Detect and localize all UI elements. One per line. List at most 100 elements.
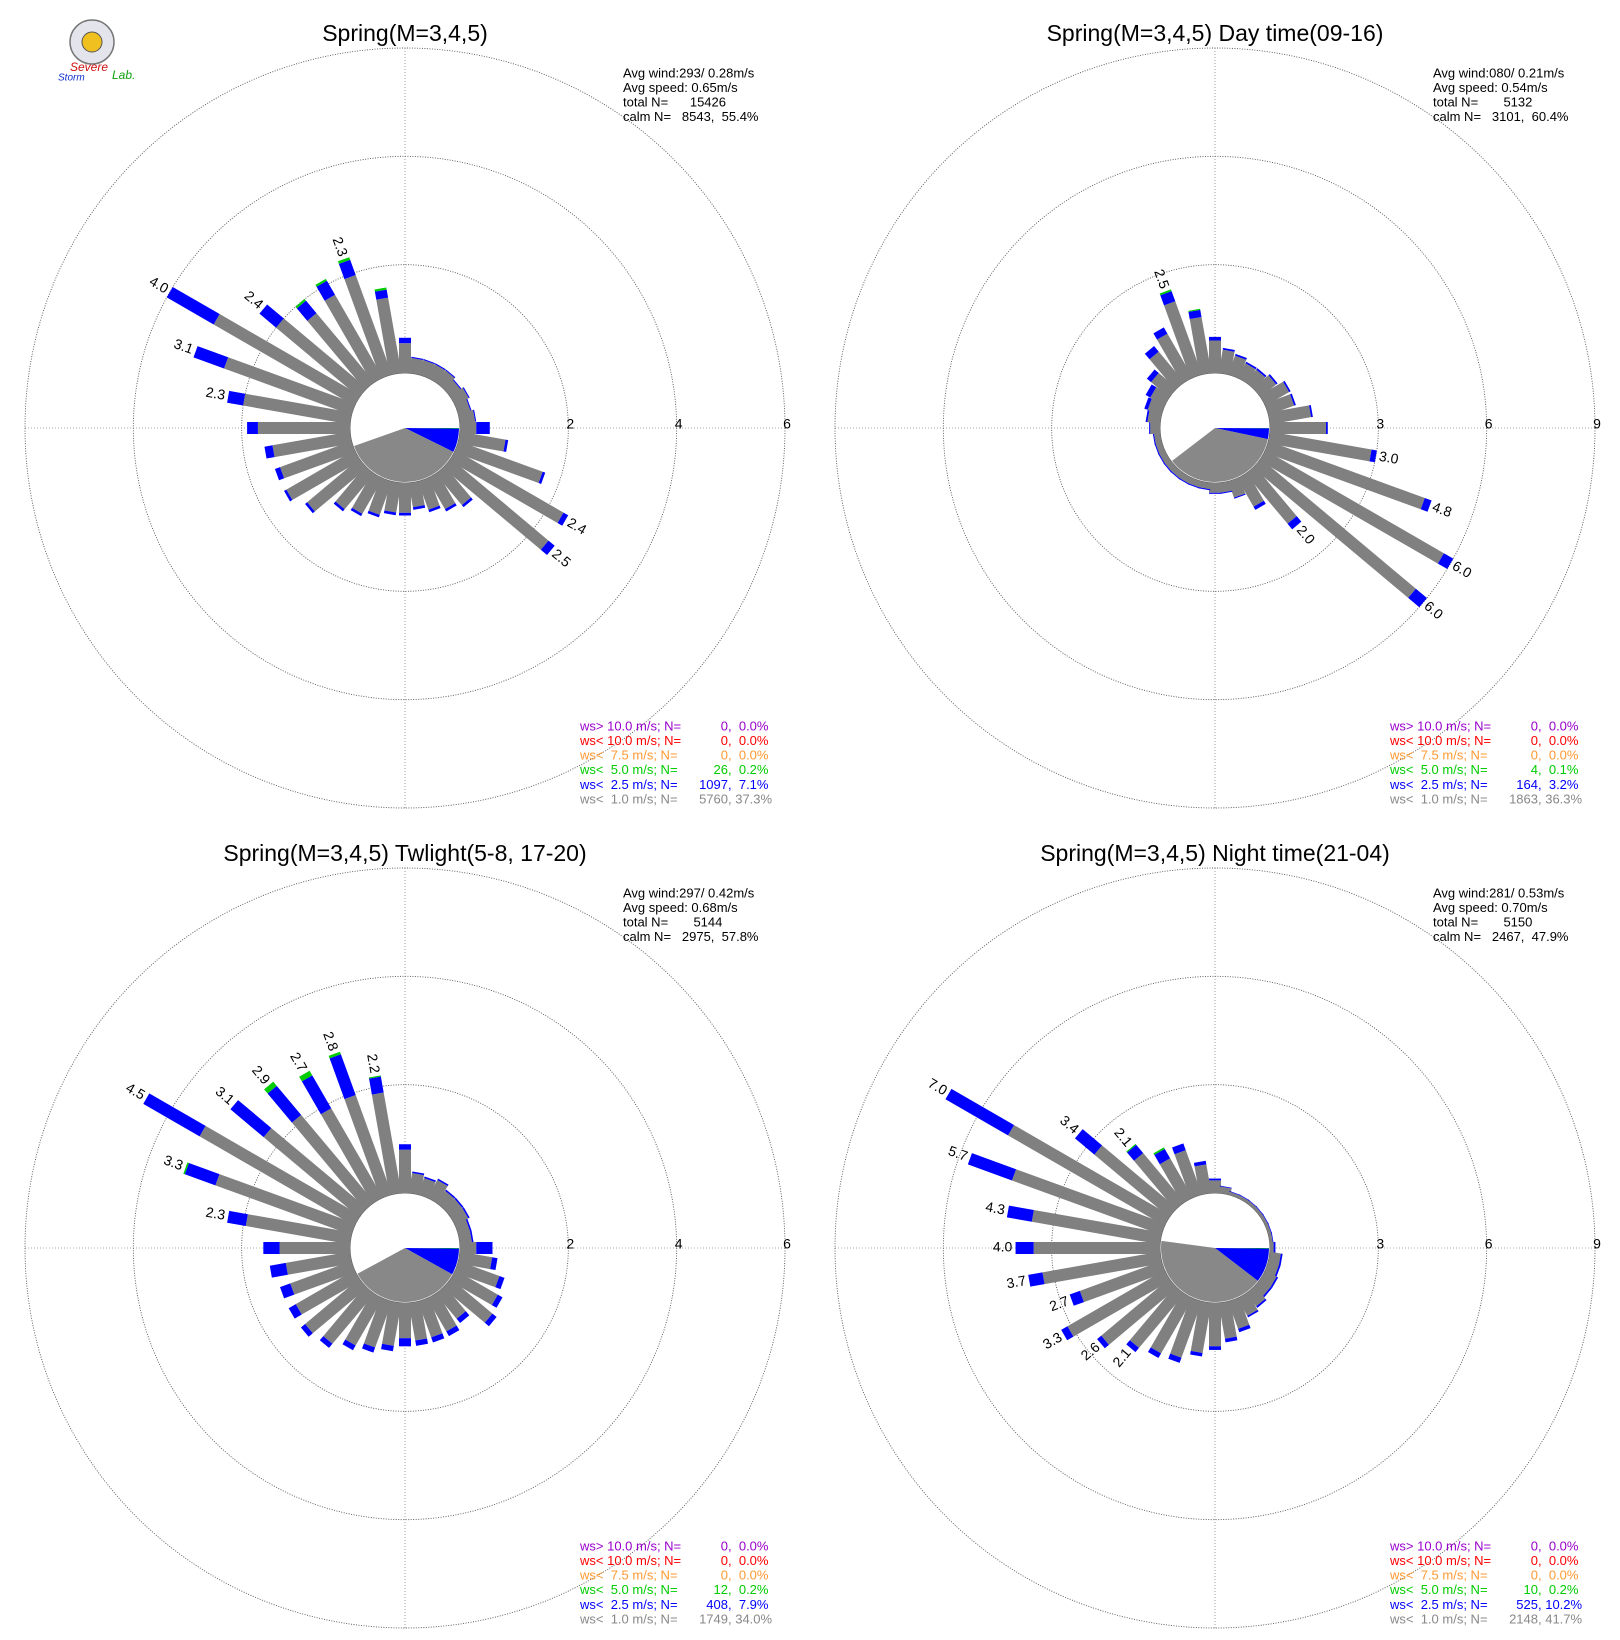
- wind-bar: [1228, 355, 1247, 379]
- legend-percent: , 36.3%: [1538, 791, 1583, 806]
- wind-bar: [466, 398, 472, 411]
- bar-label: 7.0: [925, 1075, 950, 1099]
- bar-label: 2.4: [242, 287, 267, 312]
- wind-bar: [399, 1338, 411, 1347]
- wind-bar: [557, 512, 569, 526]
- legend-label: ws< 1.0 m/s; N=: [579, 791, 678, 806]
- wind-bar: [454, 1219, 470, 1235]
- wind-bar: [1157, 333, 1193, 384]
- wind-bar: [333, 501, 345, 512]
- wind-bar: [1067, 1270, 1171, 1337]
- wind-bar: [1209, 336, 1221, 341]
- wind-bar: [444, 503, 457, 512]
- wind-bar: [1268, 1251, 1281, 1266]
- bar-label: 2.7: [287, 1049, 311, 1074]
- wind-bar: [460, 1242, 477, 1254]
- wind-bar: [1159, 1158, 1193, 1204]
- legend-count: 0: [1531, 718, 1538, 733]
- legend-percent: , 7.1%: [728, 777, 769, 792]
- wind-bar: [295, 299, 307, 309]
- wind-bar: [1147, 410, 1162, 425]
- legend-label: ws< 5.0 m/s; N=: [579, 762, 678, 777]
- wind-bar: [305, 502, 315, 514]
- wind-bar: [1008, 1125, 1171, 1226]
- legend-count: 26: [714, 762, 728, 777]
- bar-label: 4.3: [984, 1198, 1006, 1217]
- bar-label: 3.4: [1057, 1112, 1082, 1137]
- wind-bar: [1129, 1286, 1185, 1348]
- wind-bar: [445, 369, 456, 379]
- wind-bar: [1170, 1297, 1202, 1358]
- logo-text: Severe: [70, 60, 108, 74]
- wind-bar: [460, 422, 477, 434]
- wind-bar: [288, 1304, 302, 1319]
- wind-bar: [1153, 327, 1168, 340]
- wind-bar: [324, 294, 383, 384]
- wind-bar: [1228, 477, 1246, 498]
- logo-text: Lab.: [112, 68, 135, 82]
- wind-bar: [399, 512, 411, 516]
- wind-bar: [449, 1207, 469, 1226]
- wind-bar: [1150, 1292, 1193, 1354]
- legend-label: ws< 5.0 m/s; N=: [1389, 762, 1488, 777]
- r-tick-label: 2: [566, 416, 574, 432]
- legend-count: 0: [721, 718, 728, 733]
- wind-bar: [540, 540, 555, 555]
- wind-bar: [184, 1162, 220, 1186]
- wind-bar: [263, 1242, 280, 1254]
- wind-bar: [1290, 393, 1296, 406]
- wind-bar: [290, 1261, 356, 1295]
- legend-count: 2148: [1509, 1611, 1538, 1626]
- wind-bar: [259, 304, 284, 328]
- legend-count: 0: [1531, 733, 1538, 748]
- wind-bar: [1218, 1186, 1232, 1195]
- wind-bar: [1151, 372, 1177, 398]
- r-tick-label: 9: [1593, 1236, 1601, 1252]
- wind-bar: [456, 1311, 470, 1324]
- r-tick-label: 6: [1485, 1236, 1493, 1252]
- legend-label: ws< 5.0 m/s; N=: [579, 1582, 678, 1597]
- bar-label: 4.0: [147, 273, 172, 297]
- wind-bar: [296, 300, 317, 321]
- wind-bar: [193, 346, 229, 369]
- legend-percent: , 7.9%: [728, 1597, 769, 1612]
- stats-text: Avg wind:281/ 0.53m/s: [1433, 885, 1565, 900]
- pie-sector: [1215, 1248, 1269, 1249]
- wind-bar: [1278, 1253, 1283, 1266]
- wind-bar: [1145, 410, 1150, 423]
- stats-text: total N= 15426: [623, 95, 726, 110]
- wind-bar: [399, 1303, 411, 1339]
- wind-bar: [1264, 1222, 1272, 1235]
- wind-bar: [245, 1214, 352, 1245]
- wind-bar: [284, 489, 293, 502]
- wind-bar: [1069, 1290, 1084, 1306]
- wind-bar: [1033, 1242, 1160, 1254]
- pie-sector: [405, 428, 459, 452]
- wind-bar: [1369, 449, 1377, 463]
- wind-bar: [437, 1178, 449, 1187]
- wind-bar: [1097, 1335, 1109, 1349]
- wind-bar: [423, 358, 436, 365]
- wind-bar: [1245, 1199, 1257, 1210]
- legend-count: 1863: [1509, 791, 1538, 806]
- stats-text: calm N= 8543, 55.4%: [623, 109, 759, 124]
- bar-label: 2.3: [205, 384, 227, 403]
- wind-bar: [1150, 387, 1171, 406]
- wind-bar: [368, 477, 392, 515]
- wind-bar: [469, 1230, 474, 1243]
- legend-label: ws< 1.0 m/s; N=: [579, 1611, 678, 1626]
- bar-label: 2.3: [330, 235, 352, 259]
- legend-label: ws< 10.0 m/s; N=: [579, 1553, 681, 1568]
- pie-sector: [1160, 1240, 1258, 1303]
- wind-bar: [408, 357, 424, 375]
- legend-percent: , 0.0%: [1538, 1553, 1579, 1568]
- wind-bar: [1209, 1303, 1221, 1347]
- legend-label: ws< 7.5 m/s; N=: [1389, 748, 1488, 763]
- legend-count: 0: [1531, 1553, 1538, 1568]
- wind-bar: [230, 1100, 272, 1138]
- wind-bar: [490, 1257, 498, 1271]
- wind-bar: [473, 409, 477, 422]
- r-tick-label: 3: [1376, 416, 1384, 432]
- wind-bar: [1268, 405, 1312, 425]
- legend-count: 0: [721, 1553, 728, 1568]
